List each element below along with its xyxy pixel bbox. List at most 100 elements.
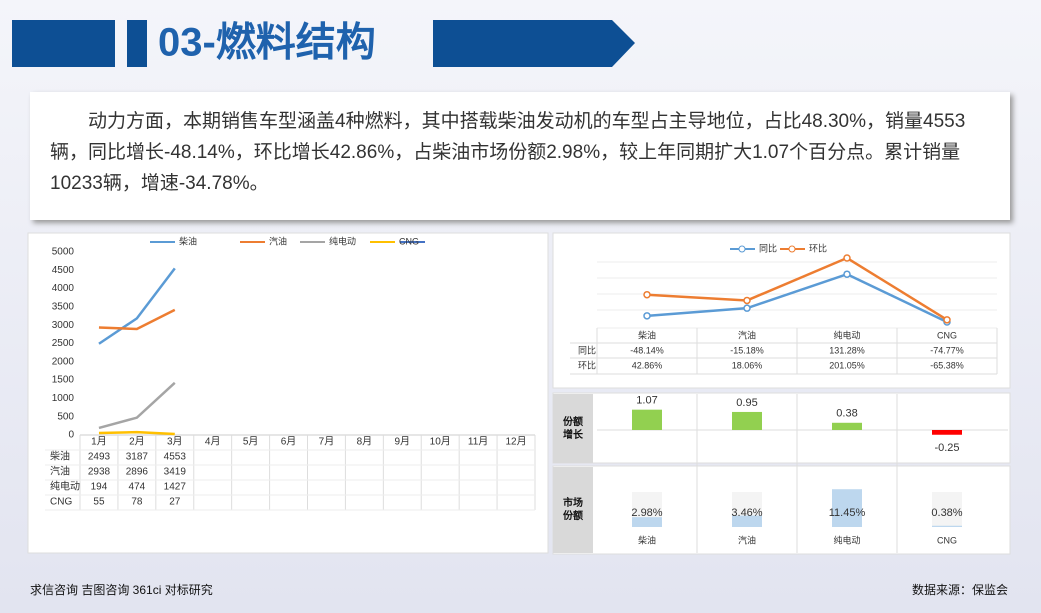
table-value: 2493	[88, 452, 111, 463]
table-value: 1427	[164, 482, 187, 493]
paragraph: 动力方面，本期销售车型涵盖4种燃料，其中搭载柴油发动机的车型占主导地位，占比48…	[30, 92, 1010, 220]
series-line	[98, 267, 176, 345]
y-tick-label: 1000	[52, 393, 75, 404]
point	[643, 290, 651, 299]
table-value: 474	[129, 482, 146, 493]
legend-label: CNG	[399, 236, 419, 246]
table-value: 18.06%	[732, 360, 763, 370]
x-tick-label: 12月	[505, 436, 526, 448]
banner-block	[127, 20, 147, 67]
x-tick-label: 5月	[243, 436, 259, 448]
x-tick-label: 9月	[395, 436, 411, 448]
x-tick-label: 10月	[430, 436, 451, 448]
legend-label: 汽油	[269, 235, 287, 246]
x-tick-label: 2月	[129, 436, 145, 448]
y-tick-label: 3500	[52, 302, 75, 313]
banner-arrow	[433, 20, 635, 67]
value-label: 0.95	[736, 397, 757, 409]
banner-block	[12, 20, 115, 67]
table-value: -15.18%	[730, 345, 764, 355]
series-line	[646, 256, 948, 321]
x-tick-label: 汽油	[738, 329, 756, 340]
value-label: 0.38%	[931, 507, 962, 519]
value-label: 3.46%	[731, 507, 762, 519]
footer-right: 数据来源：保监会	[912, 582, 1008, 597]
point	[943, 316, 951, 324]
x-tick-label: CNG	[937, 535, 957, 545]
legend-marker	[738, 245, 746, 253]
point	[843, 254, 851, 262]
table-value: 42.86%	[632, 360, 663, 370]
bar	[732, 411, 762, 430]
series-line	[646, 272, 948, 324]
table-value: -74.77%	[930, 345, 964, 355]
row-label: 市场份额	[563, 498, 583, 522]
point	[743, 296, 751, 305]
series-line	[98, 308, 176, 331]
table-value: 2896	[126, 467, 149, 478]
legend-marker	[788, 245, 796, 253]
y-tick-label: 2500	[52, 338, 75, 349]
y-tick-label: 4500	[52, 265, 75, 276]
x-tick-label: 1月	[91, 436, 107, 448]
panel	[552, 392, 1011, 464]
table-row-label: 同比	[578, 344, 596, 355]
x-tick-label: 柴油	[638, 534, 656, 545]
x-tick-label: 11月	[468, 436, 488, 448]
row-header	[553, 394, 593, 463]
value-label: -0.25	[934, 442, 959, 454]
point	[843, 270, 851, 278]
x-tick-label: 4月	[205, 436, 221, 448]
value-label: 1.07	[636, 395, 657, 407]
table-row-label: 柴油	[50, 450, 70, 463]
y-tick-label: 1500	[52, 375, 75, 386]
table-value: -65.38%	[930, 360, 964, 370]
y-tick-label: 500	[57, 411, 74, 422]
series-line	[98, 430, 175, 436]
y-tick-label: 0	[68, 430, 74, 441]
panel	[27, 232, 549, 554]
page-title: 03-燃料结构	[158, 21, 376, 65]
x-tick-label: 纯电动	[833, 534, 860, 545]
table-value: 2938	[88, 467, 111, 478]
table-row-label: CNG	[50, 497, 72, 508]
legend-label: 同比	[759, 242, 777, 253]
table-value: 27	[169, 497, 181, 508]
table-value: 3419	[164, 467, 187, 478]
x-tick-label: 8月	[357, 436, 373, 448]
legend-label: 环比	[809, 242, 827, 253]
bar	[632, 517, 662, 527]
x-tick-label: 汽油	[738, 534, 756, 545]
value-label: 2.98%	[631, 507, 662, 519]
table-value: 55	[93, 497, 105, 508]
y-tick-label: 5000	[52, 247, 75, 258]
table-value: 78	[131, 497, 143, 508]
bar-frame	[932, 492, 962, 527]
table-value: 201.05%	[829, 360, 865, 370]
bar	[732, 515, 762, 527]
bar	[832, 489, 862, 527]
row-header	[553, 467, 593, 553]
footer-left: 求信咨询 吉图咨询 361ci 对标研究	[30, 582, 213, 597]
table-value: -48.14%	[630, 345, 664, 355]
y-tick-label: 3000	[52, 320, 75, 331]
table-value: 4553	[164, 452, 187, 463]
table-row-label: 纯电动	[50, 480, 80, 493]
legend-label: 纯电动	[329, 235, 356, 246]
table-row-label: 环比	[578, 359, 596, 370]
table-value: 131.28%	[829, 345, 865, 355]
table-value: 3187	[126, 452, 149, 463]
x-tick-label: 柴油	[638, 329, 656, 340]
row-label: 份额增长	[563, 417, 583, 441]
bar	[632, 409, 662, 430]
y-tick-label: 2000	[52, 356, 75, 367]
point	[743, 304, 751, 312]
x-tick-label: 纯电动	[833, 329, 860, 340]
table-row-label: 汽油	[50, 465, 70, 478]
value-label: 0.38	[836, 408, 857, 420]
bar	[932, 525, 962, 527]
x-tick-label: 7月	[319, 436, 335, 448]
x-tick-label: 6月	[281, 436, 297, 448]
